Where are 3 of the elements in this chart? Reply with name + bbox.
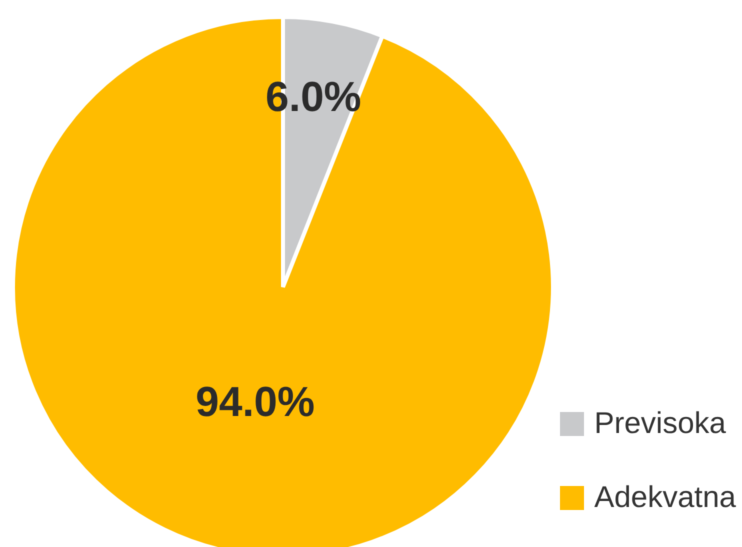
legend-label: Previsoka	[594, 407, 726, 441]
slice-label: Adekvatna	[594, 481, 736, 515]
data-label: 94.0%	[196, 378, 315, 425]
